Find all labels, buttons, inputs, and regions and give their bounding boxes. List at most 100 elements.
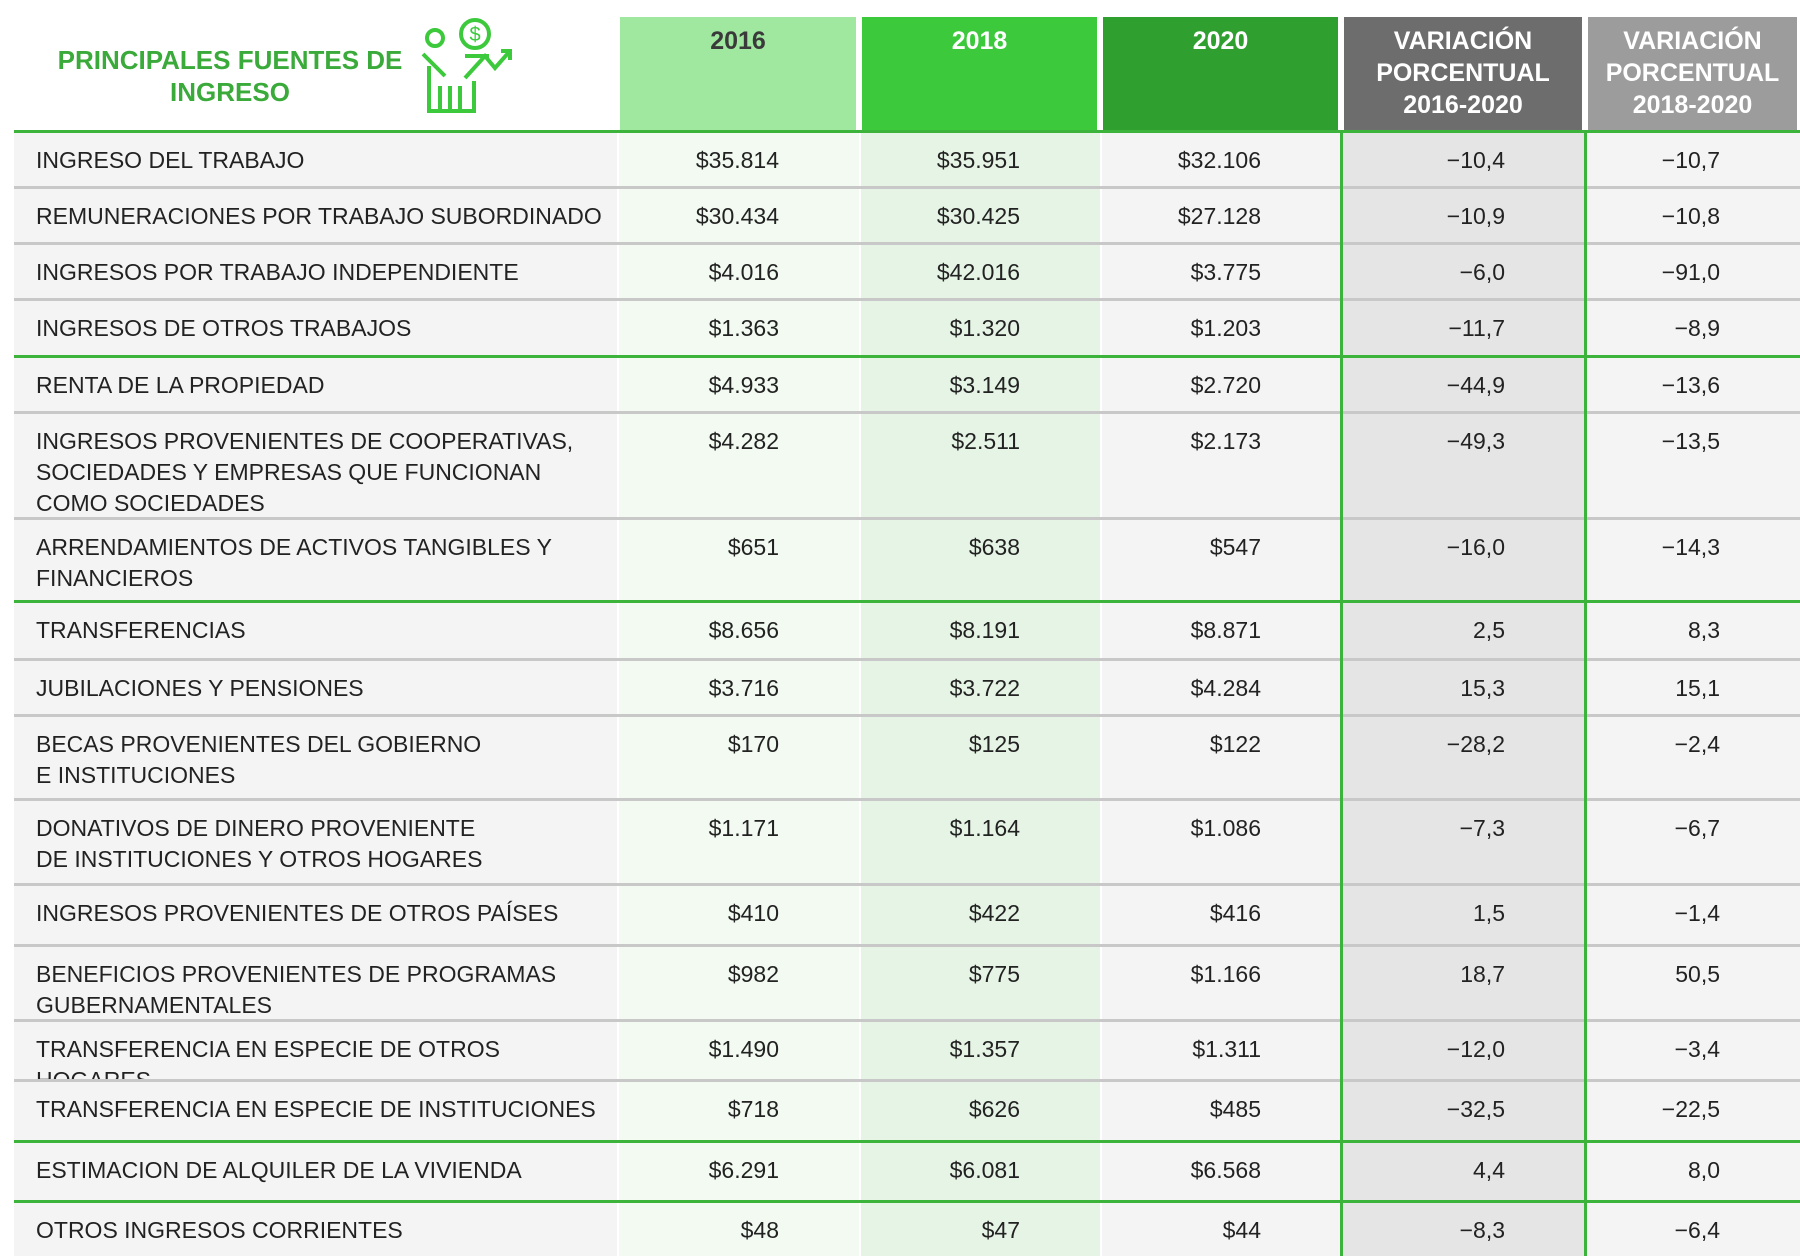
value-cell: −1,4 <box>1587 886 1800 944</box>
value-cell: −10,7 <box>1587 133 1800 186</box>
row-rule <box>14 242 1800 245</box>
row-label: INGRESOS DE OTROS TRABAJOS <box>14 301 617 355</box>
value-cell: $8.871 <box>1102 603 1341 658</box>
income-icon: $ <box>421 18 512 113</box>
value-cell: $42.016 <box>861 245 1100 298</box>
value-cell: −49,3 <box>1343 414 1585 517</box>
value-cell: −32,5 <box>1343 1082 1585 1140</box>
value-cell: $122 <box>1102 717 1341 798</box>
value-cell: $1.490 <box>619 1022 859 1079</box>
value-cell: $547 <box>1102 520 1341 600</box>
value-cell: $2.511 <box>861 414 1100 517</box>
value-cell: $1.164 <box>861 801 1100 883</box>
row-label: OTROS INGRESOS CORRIENTES <box>14 1203 617 1256</box>
row-rule <box>14 1019 1800 1022</box>
row-rule <box>14 798 1800 801</box>
value-cell: −6,0 <box>1343 245 1585 298</box>
header-rule <box>14 130 1800 133</box>
value-cell: $775 <box>861 947 1100 1019</box>
value-cell: $8.191 <box>861 603 1100 658</box>
value-cell: $1.171 <box>619 801 859 883</box>
value-cell: $47 <box>861 1203 1100 1256</box>
value-cell: −13,6 <box>1587 358 1800 411</box>
row-label: INGRESO DEL TRABAJO <box>14 133 617 186</box>
value-cell: 15,1 <box>1587 661 1800 714</box>
value-cell: $3.149 <box>861 358 1100 411</box>
row-rule <box>14 186 1800 189</box>
value-cell: $1.357 <box>861 1022 1100 1079</box>
row-label: RENTA DE LA PROPIEDAD <box>14 358 617 411</box>
value-cell: −12,0 <box>1343 1022 1585 1079</box>
row-label: INGRESOS PROVENIENTES DE COOPERATIVAS, S… <box>14 414 617 517</box>
value-cell: −22,5 <box>1587 1082 1800 1140</box>
value-cell: $651 <box>619 520 859 600</box>
value-cell: $32.106 <box>1102 133 1341 186</box>
value-cell: 50,5 <box>1587 947 1800 1019</box>
row-rule <box>14 1079 1800 1082</box>
value-cell: $3.722 <box>861 661 1100 714</box>
value-cell: $1.203 <box>1102 301 1341 355</box>
column-header: 2016 <box>620 17 856 130</box>
value-cell: $1.166 <box>1102 947 1341 1019</box>
value-cell: $35.814 <box>619 133 859 186</box>
value-cell: $35.951 <box>861 133 1100 186</box>
value-cell: −6,4 <box>1587 1203 1800 1256</box>
value-cell: $422 <box>861 886 1100 944</box>
value-cell: $6.081 <box>861 1143 1100 1200</box>
value-cell: 2,5 <box>1343 603 1585 658</box>
value-cell: $4.016 <box>619 245 859 298</box>
row-rule <box>14 944 1800 947</box>
value-cell: $6.568 <box>1102 1143 1341 1200</box>
value-cell: $8.656 <box>619 603 859 658</box>
value-cell: $2.720 <box>1102 358 1341 411</box>
value-cell: $626 <box>861 1082 1100 1140</box>
column-rule <box>1584 130 1587 1256</box>
value-cell: −13,5 <box>1587 414 1800 517</box>
value-cell: 4,4 <box>1343 1143 1585 1200</box>
row-rule <box>14 883 1800 886</box>
column-header: 2018 <box>862 17 1097 130</box>
value-cell: −14,3 <box>1587 520 1800 600</box>
value-cell: $416 <box>1102 886 1341 944</box>
row-rule <box>14 714 1800 717</box>
value-cell: $125 <box>861 717 1100 798</box>
value-cell: −6,7 <box>1587 801 1800 883</box>
row-label: BECAS PROVENIENTES DEL GOBIERNO E INSTIT… <box>14 717 617 798</box>
row-rule <box>14 298 1800 301</box>
row-rule <box>14 1140 1800 1143</box>
column-header: VARIACIÓN PORCENTUAL 2016-2020 <box>1344 17 1582 130</box>
value-cell: −7,3 <box>1343 801 1585 883</box>
table-title: PRINCIPALES FUENTES DE INGRESO <box>57 45 403 107</box>
row-label: REMUNERACIONES POR TRABAJO SUBORDINADO <box>14 189 617 242</box>
row-label: TRANSFERENCIA EN ESPECIE DE INSTITUCIONE… <box>14 1082 617 1140</box>
value-cell: $2.173 <box>1102 414 1341 517</box>
row-rule <box>14 355 1800 358</box>
value-cell: $3.716 <box>619 661 859 714</box>
value-cell: $1.086 <box>1102 801 1341 883</box>
value-cell: 15,3 <box>1343 661 1585 714</box>
value-cell: $410 <box>619 886 859 944</box>
value-cell: $30.425 <box>861 189 1100 242</box>
value-cell: 8,0 <box>1587 1143 1800 1200</box>
value-cell: $4.284 <box>1102 661 1341 714</box>
row-label: TRANSFERENCIAS <box>14 603 617 658</box>
value-cell: $44 <box>1102 1203 1341 1256</box>
value-cell: $48 <box>619 1203 859 1256</box>
value-cell: −10,4 <box>1343 133 1585 186</box>
row-rule <box>14 411 1800 414</box>
value-cell: −3,4 <box>1587 1022 1800 1079</box>
value-cell: $638 <box>861 520 1100 600</box>
value-cell: $1.363 <box>619 301 859 355</box>
value-cell: −10,9 <box>1343 189 1585 242</box>
row-label: INGRESOS PROVENIENTES DE OTROS PAÍSES <box>14 886 617 944</box>
row-rule <box>14 600 1800 603</box>
value-cell: $4.933 <box>619 358 859 411</box>
row-label: ESTIMACION DE ALQUILER DE LA VIVIENDA <box>14 1143 617 1200</box>
value-cell: $6.291 <box>619 1143 859 1200</box>
value-cell: −44,9 <box>1343 358 1585 411</box>
value-cell: $4.282 <box>619 414 859 517</box>
row-rule <box>14 517 1800 520</box>
column-rule <box>1340 130 1343 1256</box>
value-cell: $1.320 <box>861 301 1100 355</box>
